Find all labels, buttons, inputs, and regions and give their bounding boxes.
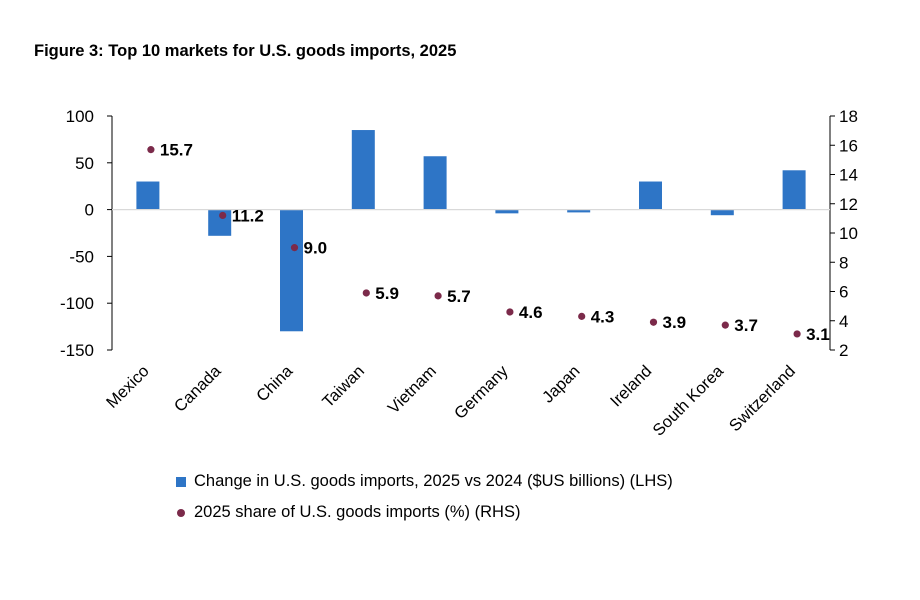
share-data-label: 11.2: [232, 206, 264, 225]
left-axis-tick-label: 100: [66, 107, 94, 126]
share-data-label: 4.3: [591, 307, 615, 326]
right-axis-tick-label: 6: [839, 283, 848, 302]
share-point: [147, 146, 155, 154]
share-data-label: 5.7: [447, 287, 471, 306]
bar: [136, 181, 160, 210]
right-axis-tick-label: 18: [839, 107, 858, 126]
share-point: [290, 244, 299, 252]
category-label: Mexico: [103, 362, 153, 412]
legend-label-bars: Change in U.S. goods imports, 2025 vs 20…: [194, 472, 673, 490]
category-label: Japan: [539, 362, 584, 407]
bar: [495, 209, 519, 214]
legend-item-dots: 2025 share of U.S. goods imports (%) (RH…: [176, 503, 520, 522]
share-point: [362, 289, 370, 297]
left-axis-tick-label: -150: [60, 341, 94, 360]
category-label: Ireland: [607, 362, 655, 410]
bar: [782, 170, 806, 210]
right-axis-tick-label: 10: [839, 224, 858, 243]
legend-dot-swatch: [177, 508, 185, 517]
bar: [351, 130, 375, 210]
share-data-label: 3.7: [734, 316, 758, 335]
share-data-label: 3.9: [663, 313, 687, 332]
right-axis-tick-label: 2: [839, 341, 848, 360]
legend-bar-swatch: [176, 476, 186, 487]
bar: [710, 209, 734, 216]
legend-item-bars: Change in U.S. goods imports, 2025 vs 20…: [176, 472, 673, 491]
category-label: South Korea: [650, 362, 728, 440]
share-point: [219, 211, 227, 220]
right-axis-tick-label: 12: [839, 195, 858, 214]
share-point: [649, 318, 658, 326]
category-label: Vietnam: [385, 362, 440, 417]
share-point: [793, 330, 801, 338]
left-axis-tick-label: -50: [69, 247, 94, 266]
bar: [639, 181, 662, 210]
share-data-label: 3.1: [806, 325, 830, 344]
share-point: [721, 321, 729, 329]
right-axis-tick-label: 4: [839, 312, 848, 331]
share-point: [578, 312, 586, 320]
left-axis-tick-label: 0: [85, 201, 94, 220]
legend-label-dots: 2025 share of U.S. goods imports (%) (RH…: [194, 503, 521, 521]
bar: [423, 156, 447, 210]
category-label: China: [253, 362, 297, 406]
share-point: [434, 292, 442, 300]
share-data-label: 15.7: [160, 141, 193, 160]
share-data-label: 5.9: [375, 284, 399, 303]
bar: [567, 209, 591, 213]
category-label: Germany: [451, 362, 512, 423]
right-axis-tick-label: 16: [839, 136, 858, 155]
category-label: Taiwan: [319, 362, 368, 411]
share-point: [506, 308, 514, 316]
category-label: Switzerland: [726, 362, 799, 435]
share-data-label: 9.0: [304, 239, 328, 258]
right-axis-tick-label: 8: [839, 253, 848, 272]
share-data-label: 4.6: [519, 303, 543, 322]
left-axis-tick-label: -100: [60, 294, 94, 313]
right-axis-tick-label: 14: [839, 166, 858, 185]
category-label: Canada: [171, 362, 225, 416]
chart-title: Figure 3: Top 10 markets for U.S. goods …: [34, 42, 457, 60]
bar: [280, 209, 303, 332]
left-axis-tick-label: 50: [75, 154, 94, 173]
